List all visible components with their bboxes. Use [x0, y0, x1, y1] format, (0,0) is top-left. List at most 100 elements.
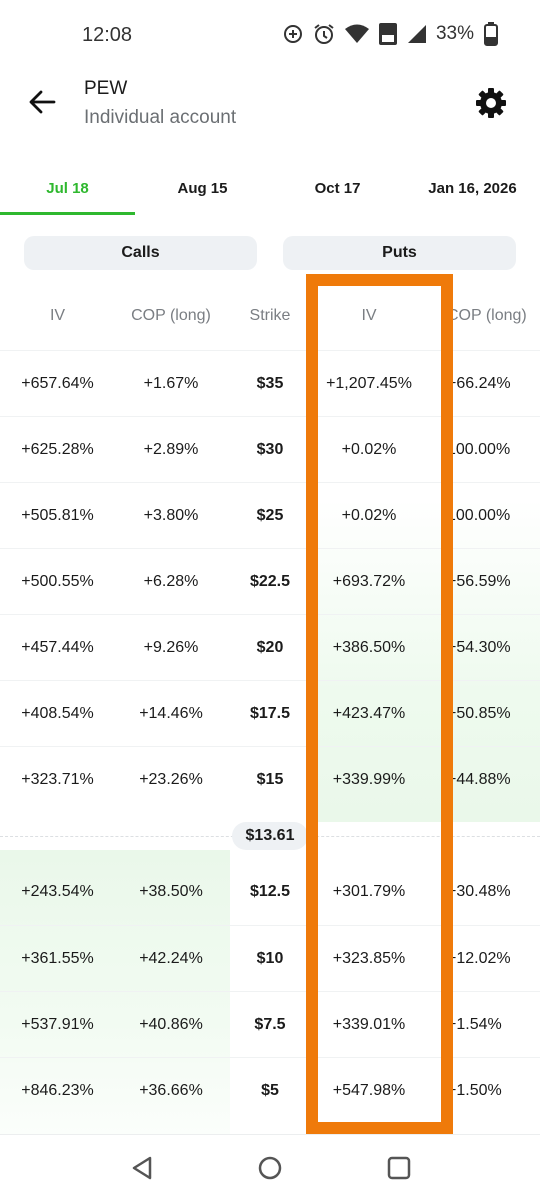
back-button[interactable]	[28, 88, 56, 116]
status-time: 12:08	[82, 24, 133, 46]
nav-recents-button[interactable]	[384, 1153, 414, 1183]
table-row[interactable]: +323.71% +23.26% $15 +339.99% +44.88%	[0, 746, 540, 813]
call-cop: +40.86%	[139, 1016, 203, 1033]
table-row[interactable]: +408.54% +14.46% $17.5 +423.47% +50.85%	[0, 680, 540, 747]
call-cop: +38.50%	[139, 883, 203, 900]
put-cop: +66.24%	[447, 375, 511, 392]
put-cop: +54.30%	[447, 639, 511, 656]
put-iv: +547.98%	[332, 1082, 406, 1099]
settings-button[interactable]	[474, 86, 508, 120]
call-cop: +9.26%	[143, 639, 199, 656]
table-row[interactable]: +457.44% +9.26% $20 +386.50% +54.30%	[0, 614, 540, 681]
call-iv: +361.55%	[21, 950, 94, 967]
current-price-divider: $13.61	[0, 822, 540, 850]
put-iv: +323.85%	[332, 950, 406, 967]
battery-icon	[484, 22, 498, 46]
tab-aug-15[interactable]: Aug 15	[177, 179, 228, 197]
current-price-badge: $13.61	[232, 822, 308, 850]
header-call-iv: IV	[49, 307, 66, 324]
nav-back-button[interactable]	[128, 1153, 158, 1183]
put-iv: +0.02%	[341, 441, 397, 458]
strike-price: $15	[256, 771, 284, 788]
call-cop: +14.46%	[139, 705, 203, 722]
put-iv: +386.50%	[332, 639, 406, 656]
strike-price: $12.5	[249, 883, 291, 900]
put-cop: +50.85%	[447, 705, 511, 722]
call-iv: +625.28%	[21, 441, 94, 458]
call-cop: +6.28%	[143, 573, 199, 590]
put-cop: +12.02%	[447, 950, 511, 967]
square-recents-icon	[387, 1156, 411, 1180]
header-put-cop: COP (long)	[447, 307, 527, 324]
table-row[interactable]: +361.55% +42.24% $10 +323.85% +12.02%	[0, 925, 540, 992]
battery-percent: 33%	[435, 23, 474, 44]
data-saver-icon	[282, 23, 304, 45]
account-subtitle: Individual account	[84, 107, 237, 128]
status-icons: 33%	[282, 22, 498, 46]
put-itm-tint	[313, 500, 540, 822]
alarm-icon	[312, 22, 336, 46]
gear-icon	[476, 88, 506, 118]
put-iv: +339.01%	[332, 1016, 406, 1033]
expiration-tabs: Jul 18 Aug 15 Oct 17 Jan 16, 2026	[0, 160, 540, 216]
wifi-icon	[344, 23, 370, 45]
volte-icon	[378, 22, 398, 46]
strike-price: $10	[256, 950, 284, 967]
header-strike: Strike	[249, 307, 291, 324]
call-iv: +537.91%	[21, 1016, 94, 1033]
puts-button[interactable]: Puts	[283, 236, 516, 270]
triangle-back-icon	[132, 1156, 152, 1180]
call-cop: +42.24%	[139, 950, 203, 967]
put-cop: +44.88%	[447, 771, 511, 788]
nav-home-button[interactable]	[255, 1153, 285, 1183]
system-nav-bar	[0, 1134, 540, 1201]
put-iv: +423.47%	[332, 705, 406, 722]
table-row[interactable]: +500.55% +6.28% $22.5 +693.72% +56.59%	[0, 548, 540, 615]
put-iv: +301.79%	[332, 883, 406, 900]
tab-jan-16-2026[interactable]: Jan 16, 2026	[428, 179, 517, 197]
put-cop: +30.48%	[447, 883, 511, 900]
strike-price: $35	[256, 375, 284, 392]
table-row[interactable]: +846.23% +36.66% $5 +547.98% +1.50%	[0, 1057, 540, 1124]
put-iv: +693.72%	[332, 573, 406, 590]
put-cop: +1.54%	[447, 1016, 502, 1033]
table-row[interactable]: +243.54% +38.50% $12.5 +301.79% +30.48%	[0, 859, 540, 925]
call-cop: +2.89%	[143, 441, 199, 458]
call-iv: +657.64%	[21, 375, 94, 392]
put-iv: +0.02%	[341, 507, 397, 524]
ticker-title: PEW	[84, 78, 128, 99]
strike-price: $7.5	[254, 1016, 286, 1033]
call-itm-tint	[0, 850, 230, 1134]
call-iv: +457.44%	[21, 639, 94, 656]
put-cop: +56.59%	[447, 573, 511, 590]
header-put-iv: IV	[361, 307, 377, 324]
call-iv: +323.71%	[21, 771, 94, 788]
app-header: PEW Individual account	[0, 70, 540, 150]
call-iv: +243.54%	[21, 883, 94, 900]
call-iv: +500.55%	[21, 573, 94, 590]
put-iv: +339.99%	[332, 771, 406, 788]
strike-price: $5	[261, 1082, 279, 1099]
table-row[interactable]: +657.64% +1.67% $35 +1,207.45% +66.24%	[0, 350, 540, 417]
strike-price: $17.5	[249, 705, 291, 722]
put-iv: +1,207.45%	[326, 375, 412, 392]
tab-jul-18[interactable]: Jul 18	[46, 179, 89, 197]
call-cop: +1.67%	[143, 375, 199, 392]
call-iv: +846.23%	[21, 1082, 94, 1099]
signal-icon	[406, 23, 428, 45]
arrow-left-icon	[29, 90, 56, 114]
put-cop: 100.00%	[447, 507, 511, 524]
call-cop: +3.80%	[143, 507, 199, 524]
table-row[interactable]: +505.81% +3.80% $25 +0.02% 100.00%	[0, 482, 540, 549]
table-row[interactable]: +537.91% +40.86% $7.5 +339.01% +1.54%	[0, 991, 540, 1058]
strike-price: $30	[256, 441, 284, 458]
strike-price: $22.5	[249, 573, 291, 590]
table-row[interactable]: +625.28% +2.89% $30 +0.02% 100.00%	[0, 416, 540, 483]
strike-price: $20	[256, 639, 284, 656]
tab-oct-17[interactable]: Oct 17	[314, 179, 361, 197]
call-iv: +408.54%	[21, 705, 94, 722]
calls-button[interactable]: Calls	[24, 236, 257, 270]
put-cop: +1.50%	[447, 1082, 502, 1099]
status-bar: 12:08 33%	[0, 0, 540, 70]
call-cop: +23.26%	[139, 771, 203, 788]
